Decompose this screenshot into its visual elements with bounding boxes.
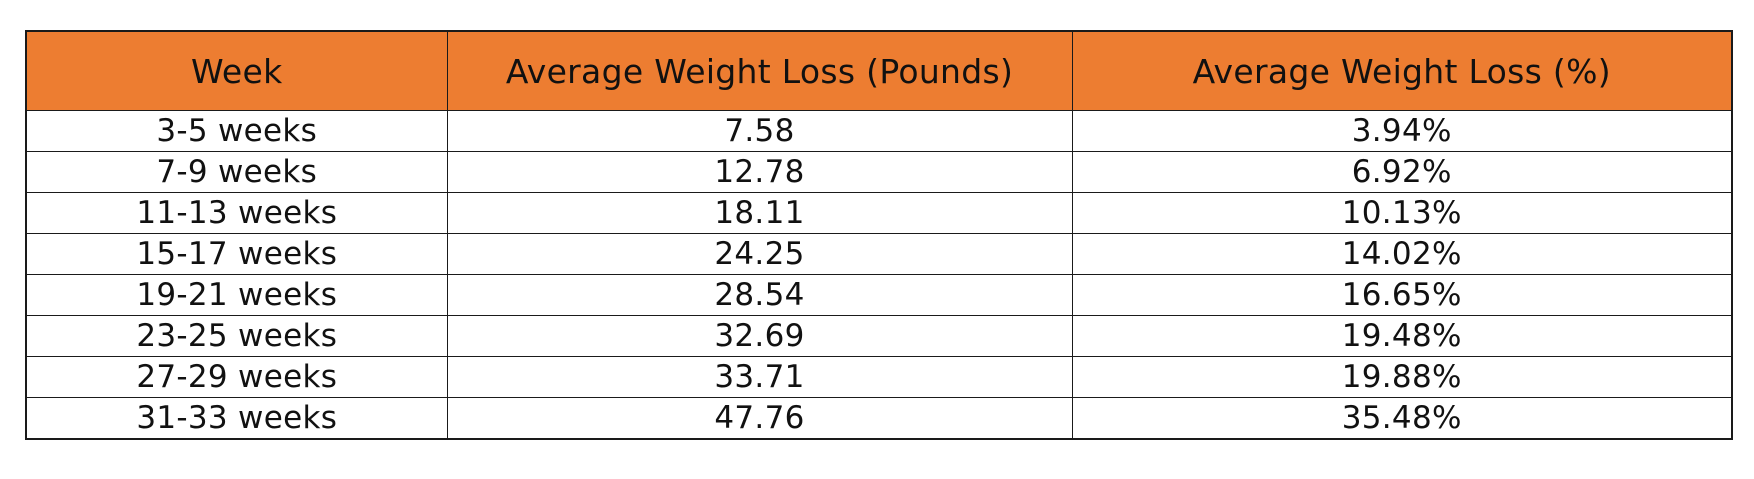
week-cell: 27-29 weeks: [25, 356, 448, 398]
percent-cell: 14.02%: [1071, 233, 1733, 275]
header-week: Week: [25, 30, 448, 111]
week-cell: 23-25 weeks: [25, 315, 448, 357]
percent-cell: 16.65%: [1071, 274, 1733, 316]
table-row: 27-29 weeks 33.71 19.88%: [25, 356, 1733, 398]
pounds-cell: 32.69: [446, 315, 1073, 357]
pounds-cell: 28.54: [446, 274, 1073, 316]
header-weight-loss-pounds: Average Weight Loss (Pounds): [446, 30, 1073, 111]
table-row: 31-33 weeks 47.76 35.48%: [25, 397, 1733, 440]
percent-cell: 6.92%: [1071, 151, 1733, 193]
percent-cell: 3.94%: [1071, 110, 1733, 152]
table-row: 11-13 weeks 18.11 10.13%: [25, 192, 1733, 234]
pounds-cell: 12.78: [446, 151, 1073, 193]
table-row: 19-21 weeks 28.54 16.65%: [25, 274, 1733, 316]
week-cell: 19-21 weeks: [25, 274, 448, 316]
pounds-cell: 47.76: [446, 397, 1073, 440]
percent-cell: 35.48%: [1071, 397, 1733, 440]
pounds-cell: 24.25: [446, 233, 1073, 275]
table-header-row: Week Average Weight Loss (Pounds) Averag…: [25, 30, 1733, 111]
week-cell: 7-9 weeks: [25, 151, 448, 193]
pounds-cell: 18.11: [446, 192, 1073, 234]
table-row: 7-9 weeks 12.78 6.92%: [25, 151, 1733, 193]
week-cell: 31-33 weeks: [25, 397, 448, 440]
table-row: 23-25 weeks 32.69 19.48%: [25, 315, 1733, 357]
percent-cell: 19.88%: [1071, 356, 1733, 398]
percent-cell: 10.13%: [1071, 192, 1733, 234]
table-row: 3-5 weeks 7.58 3.94%: [25, 110, 1733, 152]
pounds-cell: 7.58: [446, 110, 1073, 152]
week-cell: 3-5 weeks: [25, 110, 448, 152]
header-weight-loss-percent: Average Weight Loss (%): [1071, 30, 1733, 111]
weight-loss-table: Week Average Weight Loss (Pounds) Averag…: [25, 30, 1733, 440]
week-cell: 11-13 weeks: [25, 192, 448, 234]
week-cell: 15-17 weeks: [25, 233, 448, 275]
pounds-cell: 33.71: [446, 356, 1073, 398]
percent-cell: 19.48%: [1071, 315, 1733, 357]
table-row: 15-17 weeks 24.25 14.02%: [25, 233, 1733, 275]
